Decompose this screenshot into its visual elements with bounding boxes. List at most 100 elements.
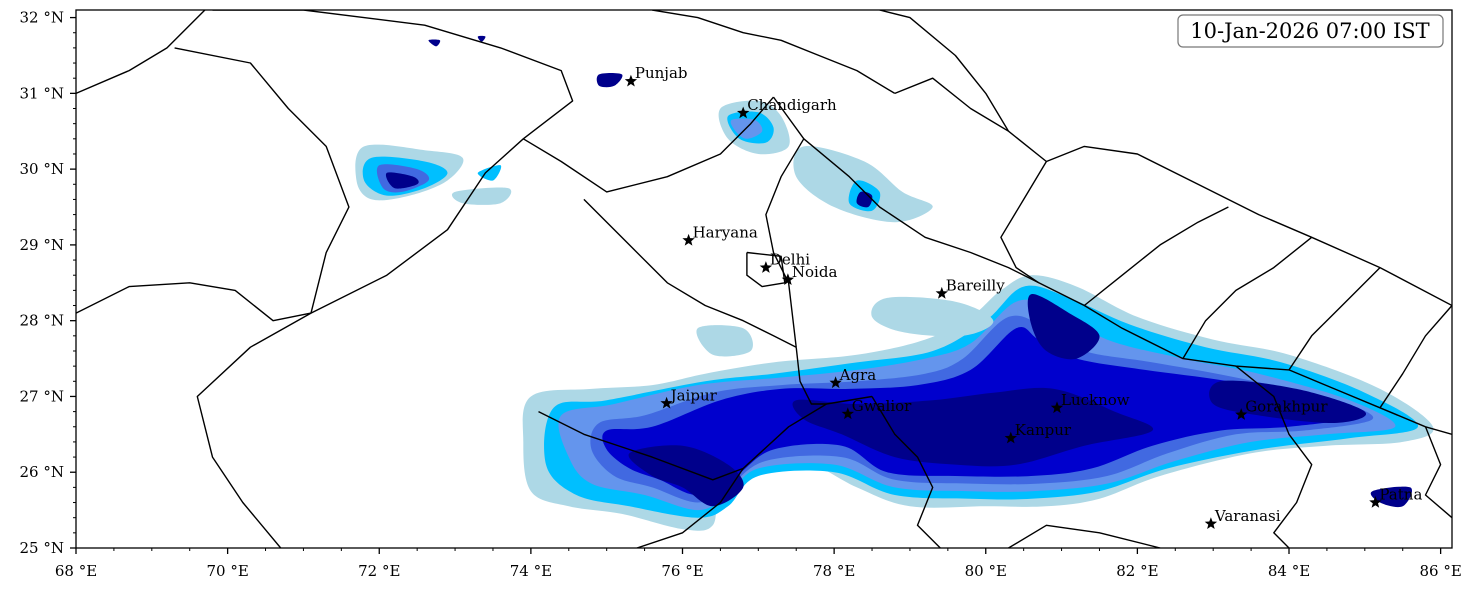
plot-frame [75, 9, 1453, 549]
city-label: Kanpur [1015, 421, 1072, 439]
city-haryana: Haryana [682, 223, 758, 246]
rain-area-level-6 [856, 191, 873, 208]
timestamp-box: 10-Jan-2026 07:00 IST [1177, 14, 1444, 48]
star-icon [841, 407, 854, 420]
rain-area-level-6 [1370, 486, 1412, 508]
x-tick-label: 72 °E [358, 562, 400, 580]
x-tick-label: 86 °E [1419, 562, 1461, 580]
rain-area-level-1 [871, 296, 994, 337]
up-mp-border-east [1008, 524, 1161, 548]
timestamp-frame [1177, 14, 1444, 48]
y-tick-label: 26 °N [20, 463, 64, 481]
city-lucknow: Lucknow [1050, 391, 1130, 414]
rajasthan-up-border [795, 347, 827, 405]
city-label: Varanasi [1214, 507, 1281, 525]
x-tick-label: 82 °E [1116, 562, 1158, 580]
city-label: Haryana [693, 223, 758, 241]
city-label: Lucknow [1061, 391, 1130, 409]
city-kanpur: Kanpur [1004, 421, 1072, 444]
y-tick-label: 31 °N [20, 84, 64, 102]
city-patna: Patna [1369, 486, 1422, 508]
star-icon [660, 396, 673, 409]
uttarakhand-up-border [803, 138, 1040, 284]
x-tick-label: 76 °E [661, 562, 703, 580]
city-noida: Noida [781, 263, 838, 285]
y-tick-label: 25 °N [20, 539, 64, 557]
city-label: Delhi [770, 251, 810, 269]
star-icon [737, 106, 750, 119]
city-gwalior: Gwalior [841, 397, 912, 420]
y-tick-label: 29 °N [20, 236, 64, 254]
rajasthan-mp-border [538, 395, 873, 481]
pakistan-province-border-2 [174, 47, 350, 314]
bihar-border [1424, 426, 1452, 519]
star-icon [624, 74, 638, 87]
nepal-internal-3 [1288, 267, 1381, 371]
nepal-internal-4 [1379, 305, 1452, 409]
city-agra: Agra [829, 366, 877, 389]
punjab-haryana-border [522, 96, 775, 193]
rain-area-level-6 [792, 387, 1154, 467]
rain-area-level-6 [596, 72, 623, 88]
rainfall-layer [355, 35, 1434, 531]
city-label: Bareilly [946, 276, 1005, 294]
nepal-west-border [1000, 161, 1048, 284]
city-chandigarh: Chandigarh [737, 96, 837, 119]
china-india-border-north [894, 77, 1047, 163]
city-label: Punjab [635, 64, 688, 82]
rain-area-level-6 [628, 445, 744, 507]
rain-area-level-6 [477, 35, 486, 42]
city-label: Jaipur [669, 386, 718, 404]
x-tick-label: 70 °E [206, 562, 248, 580]
x-tick-label: 84 °E [1268, 562, 1310, 580]
tibet-line [879, 10, 1010, 132]
city-punjab: Punjab [624, 64, 688, 87]
star-icon [829, 376, 842, 389]
y-tick-label: 27 °N [20, 387, 64, 405]
himachal-border [652, 10, 896, 94]
star-icon [1369, 496, 1382, 508]
nepal-south-border [1038, 282, 1452, 435]
x-tick-label: 78 °E [813, 562, 855, 580]
y-tick-label: 30 °N [20, 160, 64, 178]
x-tick-label: 74 °E [510, 562, 552, 580]
city-bareilly: Bareilly [935, 276, 1005, 299]
city-varanasi: Varanasi [1204, 507, 1281, 529]
city-label: Patna [1379, 486, 1422, 504]
y-tick-label: 32 °N [20, 9, 64, 27]
pakistan-india-border [196, 10, 574, 548]
city-label: Gorakhpur [1245, 398, 1328, 416]
city-label: Noida [792, 263, 838, 281]
star-icon [682, 233, 695, 246]
star-icon [1004, 431, 1017, 444]
x-tick-label: 80 °E [965, 562, 1007, 580]
city-label: Agra [839, 366, 877, 384]
up-bihar-border [1235, 365, 1313, 548]
rain-area-level-1 [696, 325, 753, 357]
star-icon [1050, 401, 1064, 414]
city-jaipur: Jaipur [660, 386, 718, 409]
star-icon [781, 273, 795, 285]
rain-area-level-6 [428, 39, 441, 47]
star-icon [1204, 517, 1218, 529]
pakistan-province-border [76, 282, 312, 322]
y-tick-label: 28 °N [20, 312, 64, 330]
up-mp-border [871, 396, 941, 548]
city-gorakhpur: Gorakhpur [1235, 398, 1328, 420]
star-icon [759, 261, 773, 273]
city-label: Gwalior [852, 397, 912, 415]
city-delhi: Delhi [759, 251, 810, 273]
star-icon [1235, 408, 1248, 420]
axis-ticks: 68 °E 70 °E 72 °E 74 °E 76 °E 78 °E 80 °E 82 °E… [20, 9, 1462, 580]
pakistan-afghanistan-border [76, 10, 206, 95]
nepal-internal-2 [1182, 236, 1313, 359]
rain-area-level-6 [1027, 294, 1100, 360]
city-label: Chandigarh [747, 96, 837, 114]
star-icon [935, 286, 948, 299]
nepal-internal-1 [1083, 206, 1229, 307]
delhi-border [746, 251, 786, 288]
haryana-rajasthan-border [583, 198, 797, 348]
rajasthan-south-border [636, 468, 744, 548]
